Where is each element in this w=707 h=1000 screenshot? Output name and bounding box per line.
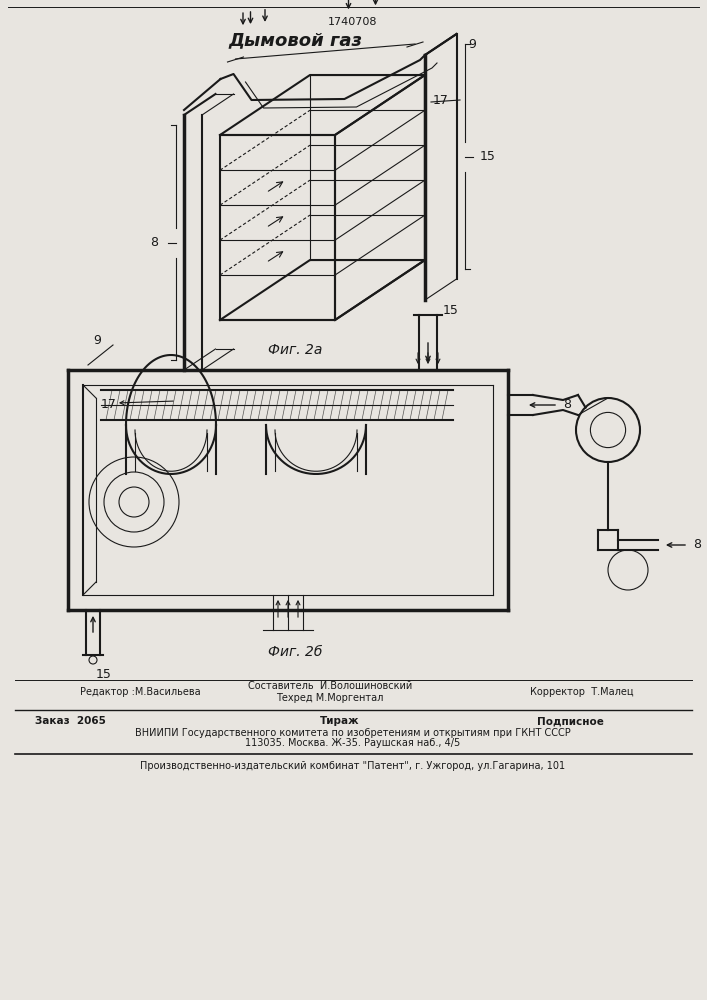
Text: Техред М.Моргентал: Техред М.Моргентал	[276, 693, 384, 703]
Text: Редактор :М.Васильева: Редактор :М.Васильева	[80, 687, 201, 697]
Text: 113035. Москва. Ж-35. Раушская наб., 4/5: 113035. Москва. Ж-35. Раушская наб., 4/5	[245, 738, 461, 748]
Text: 17: 17	[433, 94, 449, 106]
Text: 15: 15	[443, 304, 459, 316]
Text: Фиг. 2б: Фиг. 2б	[268, 645, 322, 659]
Text: Заказ  2065: Заказ 2065	[35, 716, 106, 726]
Text: 17: 17	[101, 398, 117, 412]
Text: Производственно-издательский комбинат "Патент", г. Ужгород, ул.Гагарина, 101: Производственно-издательский комбинат "П…	[141, 761, 566, 771]
Text: 9: 9	[93, 334, 101, 347]
Text: Составитель  И.Волошиновский: Составитель И.Волошиновский	[248, 681, 412, 691]
Text: Дымовой газ: Дымовой газ	[228, 31, 362, 49]
Text: 8: 8	[693, 538, 701, 552]
Text: Фиг. 2а: Фиг. 2а	[268, 343, 322, 357]
Text: ВНИИПИ Государственного комитета по изобретениям и открытиям при ГКНТ СССР: ВНИИПИ Государственного комитета по изоб…	[135, 728, 571, 738]
Text: 1740708: 1740708	[328, 17, 378, 27]
Text: 15: 15	[96, 668, 112, 682]
Text: 9: 9	[469, 37, 477, 50]
Text: 8: 8	[150, 236, 158, 249]
Text: Подписное: Подписное	[537, 716, 604, 726]
Text: Корректор  Т.Малец: Корректор Т.Малец	[530, 687, 633, 697]
Text: 15: 15	[479, 150, 496, 163]
Text: 8: 8	[563, 398, 571, 412]
Text: Тираж: Тираж	[320, 716, 360, 726]
